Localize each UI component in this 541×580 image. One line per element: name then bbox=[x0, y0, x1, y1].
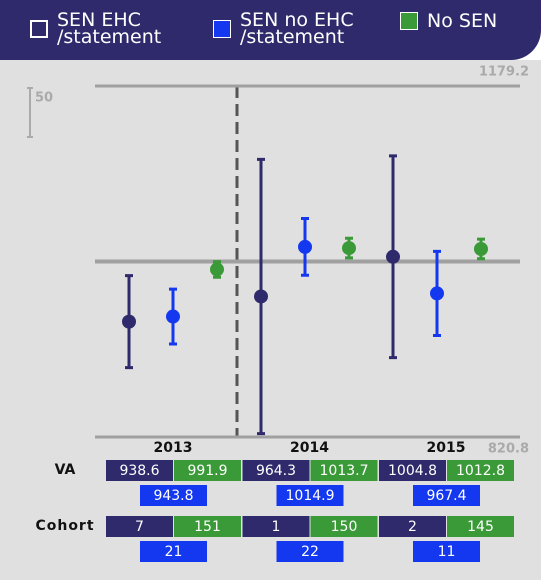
table-cell bbox=[174, 516, 241, 537]
table-value: 1014.9 bbox=[286, 488, 335, 504]
table-cell bbox=[310, 460, 378, 481]
point bbox=[166, 309, 180, 324]
table-cell bbox=[413, 541, 480, 562]
legend-label: SEN no EHC /statement bbox=[240, 9, 354, 48]
table-value: 145 bbox=[467, 519, 494, 535]
table-value: 1012.8 bbox=[456, 463, 505, 479]
table-value: 22 bbox=[301, 544, 319, 560]
table-value: 991.9 bbox=[187, 463, 227, 479]
legend-swatch bbox=[213, 20, 231, 38]
table-value: 967.4 bbox=[426, 488, 466, 504]
table-value: 1013.7 bbox=[320, 463, 369, 479]
table-value: 1004.8 bbox=[388, 463, 437, 479]
legend-swatch bbox=[400, 12, 418, 30]
legend-label: SEN EHC /statement bbox=[57, 9, 162, 48]
table-cell bbox=[174, 460, 241, 481]
legend-item: SEN EHC /statement bbox=[30, 9, 162, 48]
row-label: Cohort bbox=[35, 518, 94, 534]
year-label: 2015 bbox=[427, 440, 466, 456]
table-value: 2 bbox=[408, 519, 417, 535]
table-cell bbox=[242, 460, 310, 481]
table-cell bbox=[106, 516, 173, 537]
table-value: 150 bbox=[331, 519, 358, 535]
table-cell bbox=[413, 485, 480, 506]
point bbox=[122, 314, 136, 329]
table-cell bbox=[140, 541, 207, 562]
table-cell bbox=[447, 460, 514, 481]
table-cell bbox=[310, 516, 378, 537]
legend-swatch bbox=[30, 20, 48, 38]
table-cell bbox=[447, 516, 514, 537]
table-value: 7 bbox=[135, 519, 144, 535]
table-value: 938.6 bbox=[119, 463, 159, 479]
table-cell bbox=[276, 541, 344, 562]
scale-bar bbox=[27, 87, 33, 138]
legend: SEN EHC /statement SEN no EHC /statement N… bbox=[0, 0, 541, 60]
table-value: 964.3 bbox=[256, 463, 296, 479]
point bbox=[386, 249, 400, 264]
chart: 820.8 1179.2 50 2013 2014 2015 VA 938.6 991.9 943… bbox=[0, 60, 541, 580]
table-value: 943.8 bbox=[153, 488, 193, 504]
table-value: 11 bbox=[438, 544, 456, 560]
legend-item: No SEN bbox=[400, 9, 498, 32]
point bbox=[298, 239, 312, 254]
point bbox=[430, 286, 444, 301]
table-cell bbox=[276, 485, 344, 506]
year-label: 2013 bbox=[154, 440, 193, 456]
y-tick-label: 820.8 bbox=[488, 442, 529, 457]
table-cell bbox=[106, 460, 173, 481]
table-value: 21 bbox=[165, 544, 183, 560]
point bbox=[210, 262, 224, 277]
year-label: 2014 bbox=[290, 440, 329, 456]
point bbox=[342, 241, 356, 256]
row-label: VA bbox=[55, 462, 76, 478]
legend-label: No SEN bbox=[427, 9, 498, 32]
table-value: 151 bbox=[194, 519, 221, 535]
table-cell bbox=[242, 516, 310, 537]
point bbox=[474, 241, 488, 256]
table-cell bbox=[379, 460, 446, 481]
table-value: 1 bbox=[272, 519, 281, 535]
legend-item: SEN no EHC /statement bbox=[213, 9, 354, 48]
table-cell bbox=[140, 485, 207, 506]
point bbox=[254, 289, 268, 304]
table-cell bbox=[379, 516, 446, 537]
y-tick-label: 1179.2 bbox=[479, 65, 529, 80]
scale-bar-label: 50 bbox=[35, 91, 53, 106]
